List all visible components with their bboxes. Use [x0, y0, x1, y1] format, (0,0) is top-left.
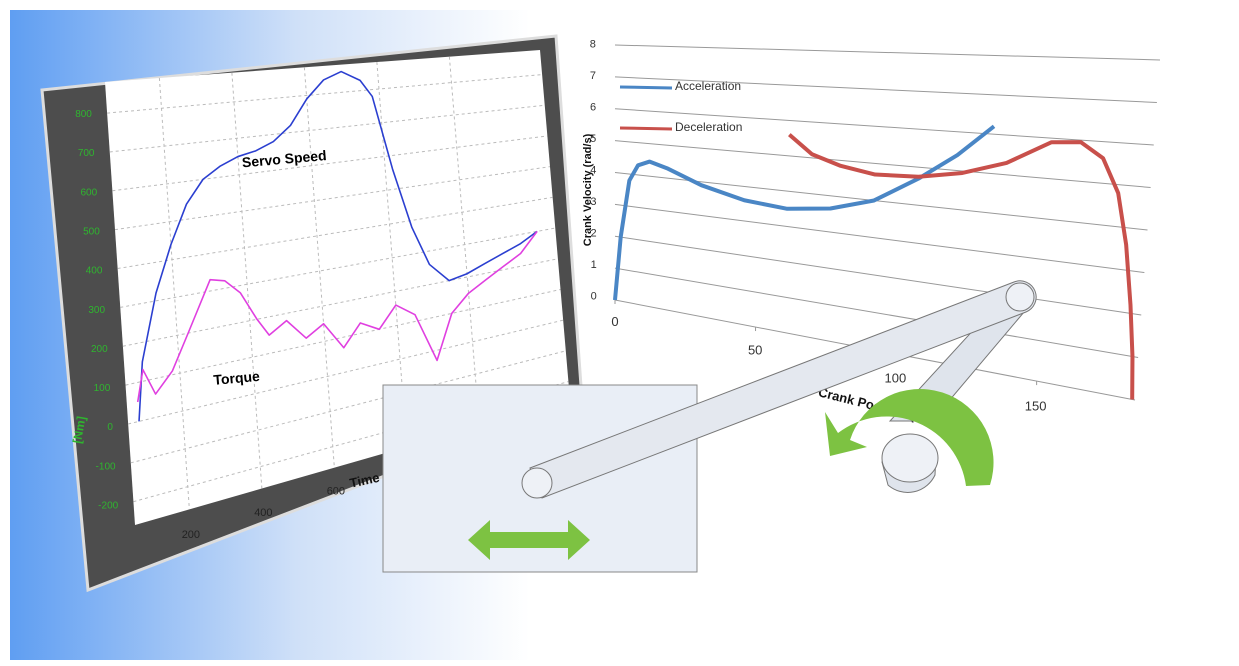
y-tick-label: 700	[78, 148, 95, 159]
legend-label: Acceleration	[675, 79, 741, 93]
y-tick-label: 400	[86, 266, 103, 277]
legend-swatch	[620, 128, 672, 129]
rod-end	[1006, 283, 1034, 311]
y-axis-label: Crank Velocity (rad/s)	[582, 133, 594, 246]
x-tick-label: 150	[1025, 399, 1047, 414]
grid-line	[615, 236, 1141, 315]
y-tick-label: 500	[83, 227, 100, 238]
series-line	[615, 126, 994, 300]
x-tick-label: 50	[748, 342, 762, 357]
y-tick-label: 1	[591, 259, 597, 271]
y-tick-label: -200	[98, 501, 118, 512]
grid-line	[615, 204, 1144, 272]
x-tick-label: 0	[611, 314, 618, 329]
crank-shaft-end	[882, 434, 938, 482]
slide: -200-10001002003004005006007008002004006…	[0, 0, 1239, 666]
x-tick-label: 100	[885, 371, 907, 386]
x-tick-label: 400	[254, 507, 272, 519]
y-tick-label: 300	[88, 305, 105, 316]
legend-swatch	[620, 87, 672, 88]
y-tick-label: 6	[590, 101, 596, 113]
grid-line	[615, 45, 1160, 60]
y-tick-label: -100	[96, 461, 116, 472]
y-tick-label: 8	[590, 38, 596, 50]
y-tick-label: 0	[591, 290, 597, 302]
y-tick-label: 200	[91, 344, 108, 355]
x-tick-label: 200	[182, 529, 200, 541]
x-tick-label: 600	[327, 486, 345, 498]
legend-label: Deceleration	[675, 120, 742, 134]
y-tick-label: 7	[590, 70, 596, 82]
y-tick-label: 0	[107, 422, 113, 433]
y-tick-label: 600	[80, 187, 97, 198]
y-tick-label: 800	[75, 109, 92, 120]
rod-end	[522, 468, 552, 498]
y-tick-label: 100	[94, 383, 111, 394]
